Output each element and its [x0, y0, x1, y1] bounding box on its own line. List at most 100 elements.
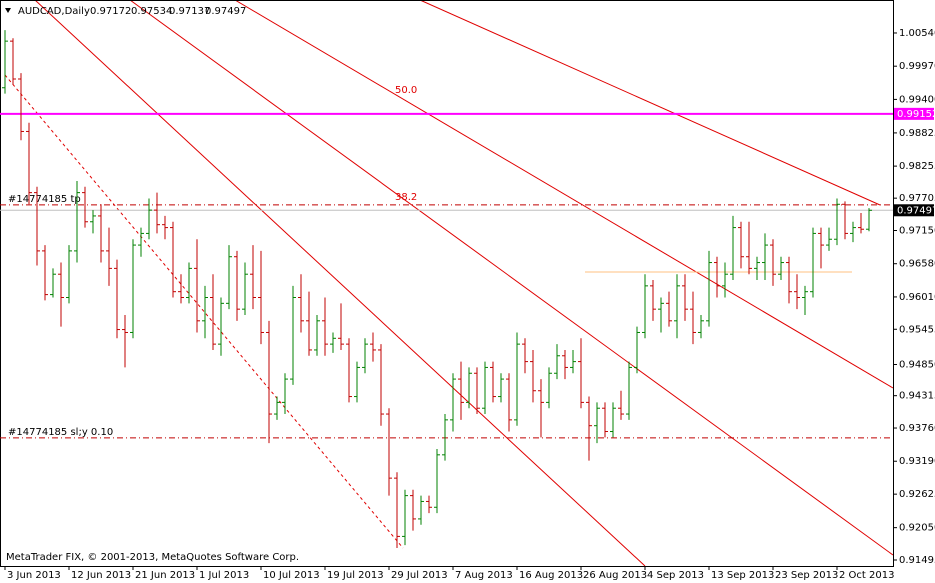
ohlc-bar	[202, 285, 208, 339]
x-tick-label: 29 Jul 2013	[391, 570, 448, 581]
plot-frame	[0, 0, 894, 567]
ohlc-bar	[482, 361, 488, 415]
bid-box	[894, 204, 934, 217]
ohlc-bar	[26, 122, 32, 205]
x-tick-label: 26 Aug 2013	[583, 570, 647, 581]
ohlc-bar	[250, 245, 256, 310]
ohlc-bar	[122, 314, 128, 368]
ohlc-bar	[690, 291, 696, 345]
ohlc-bar	[282, 373, 288, 415]
ohlc-bar	[506, 373, 512, 432]
ohlc-bar	[290, 285, 296, 385]
ohlc-bar	[802, 285, 808, 315]
ohlc-bar	[554, 344, 560, 380]
ohlc-bar	[794, 274, 800, 310]
ohlc-bar	[218, 297, 224, 356]
ohlc-bar	[170, 221, 176, 298]
ohlc-bar	[722, 262, 728, 298]
order-level-label: #14774185 tp	[8, 194, 81, 205]
ohlc-bar	[458, 361, 464, 420]
ohlc-bar	[626, 361, 632, 420]
ohlc-bar	[74, 180, 80, 263]
fibo-label: 38.2	[395, 192, 417, 203]
ohlc-bar	[338, 303, 344, 350]
ohlc-bar	[34, 186, 40, 266]
ohlc-bar	[138, 227, 144, 257]
ohlc-bar	[450, 373, 456, 432]
ohlc-bar	[810, 227, 816, 298]
trend-lines	[4, 0, 894, 567]
ohlc-bar	[442, 414, 448, 461]
x-tick-label: 4 Sep 2013	[647, 570, 704, 581]
ohlc-bar	[650, 280, 656, 321]
x-tick-label: 10 Jul 2013	[263, 570, 320, 581]
ohlc-open: 0.97172	[90, 6, 131, 17]
ohlc-bar	[634, 326, 640, 374]
menu-arrow[interactable]	[5, 8, 11, 13]
ohlc-bar	[530, 349, 536, 403]
x-tick-label: 2 Oct 2013	[839, 570, 894, 581]
symbol-title: AUDCAD,Daily	[18, 6, 90, 17]
ohlc-bar	[322, 297, 328, 356]
trend-line	[4, 74, 404, 549]
ohlc-bar	[66, 245, 72, 304]
ohlc-bar	[770, 239, 776, 286]
bid-label: 0.97497	[897, 205, 935, 216]
ohlc-bar	[546, 367, 552, 409]
ohlc-bar	[146, 198, 152, 240]
ohlc-bar	[818, 227, 824, 269]
x-tick-label: 3 Jun 2013	[7, 570, 61, 581]
ohlc-bar	[402, 489, 408, 546]
trend-line	[419, 0, 881, 206]
ohlc-bar	[210, 274, 216, 350]
ohlc-bar	[514, 332, 520, 426]
y-tick-label: 0.95455	[899, 324, 935, 335]
fibo-label: 50.0	[395, 85, 417, 96]
ohlc-bar	[130, 239, 136, 339]
ohlc-bar	[746, 221, 752, 275]
ohlc-bar	[90, 210, 96, 234]
ohlc-bar	[842, 201, 848, 240]
ohlc-bar	[18, 73, 24, 141]
ohlc-bar	[698, 314, 704, 339]
y-tick-label: 0.97705	[899, 193, 935, 204]
x-tick-label: 19 Jul 2013	[327, 570, 384, 581]
ohlc-high: 0.97534	[131, 6, 172, 17]
ohlc-bar	[658, 297, 664, 333]
ohlc-bar	[466, 367, 472, 409]
ohlc-bar	[866, 208, 872, 232]
ohlc-bar	[162, 215, 168, 240]
ohlc-bar	[858, 213, 864, 234]
x-tick-label: 21 Jun 2013	[135, 570, 195, 581]
ohlc-bar	[50, 268, 56, 298]
x-tick-label: 13 Sep 2013	[711, 570, 774, 581]
ohlc-bar	[10, 38, 16, 85]
ohlc-bar	[410, 489, 416, 531]
ohlc-bar	[154, 192, 160, 234]
ohlc-bar	[274, 396, 280, 420]
ohlc-bar	[362, 338, 368, 374]
ohlc-bar	[378, 344, 384, 426]
ohlc-bar	[602, 402, 608, 438]
order-level-label: #14774185 sl;y 0.10	[8, 427, 113, 438]
ohlc-bar	[706, 250, 712, 327]
ohlc-bar	[178, 274, 184, 304]
price-line-box	[894, 107, 934, 120]
y-tick-label: 0.98825	[899, 128, 935, 139]
ohlc-bar	[306, 291, 312, 356]
y-tick-label: 0.94315	[899, 391, 935, 402]
ohlc-bar	[738, 221, 744, 269]
ohlc-bar	[618, 390, 624, 420]
x-tick-label: 1 Jul 2013	[199, 570, 249, 581]
ohlc-bar	[386, 408, 392, 496]
ohlc-bar	[2, 30, 8, 94]
ohlc-bar	[42, 245, 48, 301]
ohlc-bar	[194, 239, 200, 333]
trend-line	[234, 0, 894, 389]
